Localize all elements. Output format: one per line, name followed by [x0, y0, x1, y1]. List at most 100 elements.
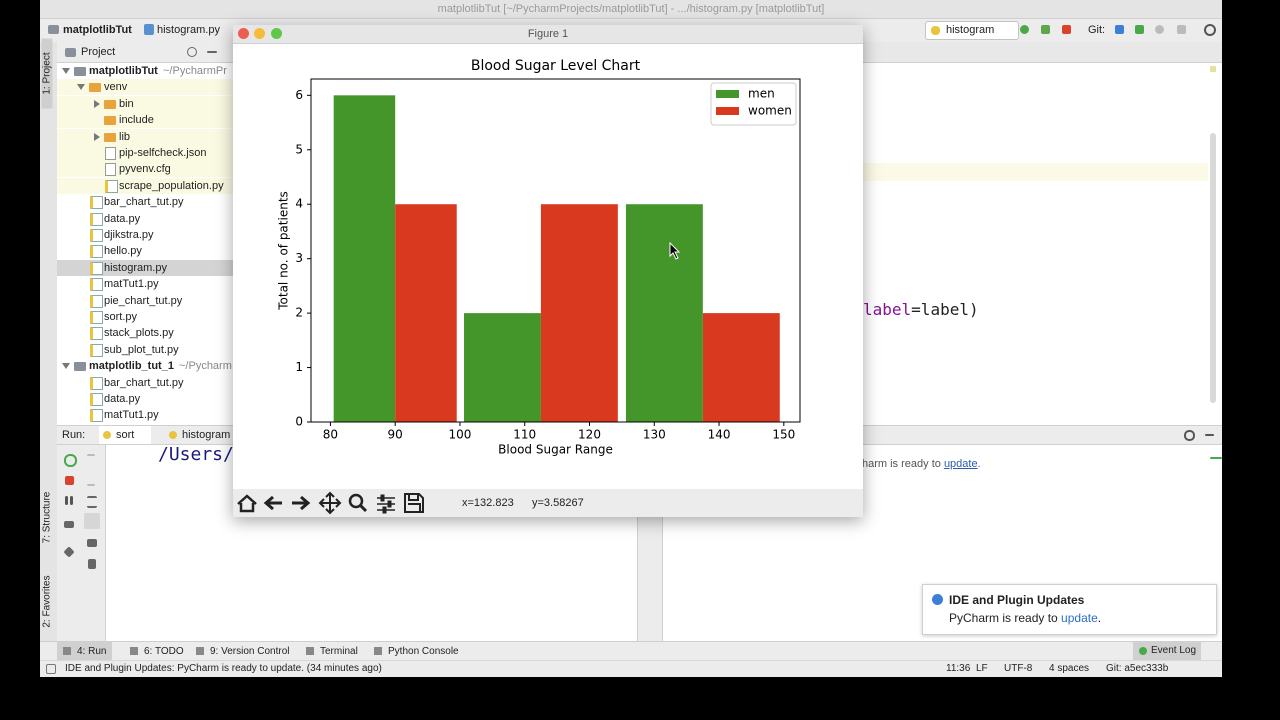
up-button[interactable] — [87, 454, 95, 464]
pause-button[interactable] — [70, 496, 73, 505]
zoom-rect-button[interactable] — [348, 493, 364, 509]
close-button[interactable] — [238, 28, 249, 39]
locate-button[interactable] — [187, 47, 197, 57]
tool-tab-label: Python Console — [388, 646, 459, 657]
layout-button[interactable] — [64, 521, 74, 528]
side-tab[interactable]: 2: Favorites — [41, 575, 53, 628]
side-tab[interactable]: 1: Project — [41, 38, 53, 109]
zoom-button[interactable] — [271, 28, 282, 39]
status-item[interactable]: 11:36 — [946, 663, 971, 674]
python-file-icon — [90, 196, 103, 210]
git-label: Git: — [1088, 24, 1106, 36]
git-update[interactable] — [1115, 25, 1124, 34]
breadcrumb[interactable]: matplotlibTut — [63, 24, 132, 36]
tree-row[interactable]: matplotlib_tut_1 ~/Pycharm — [57, 358, 240, 374]
scroll-end-button[interactable] — [84, 513, 100, 529]
tree-row[interactable]: pie_chart_tut.py — [57, 293, 240, 309]
x-tick-label: 100 — [449, 428, 472, 442]
y-tick-label: 2 — [295, 306, 303, 320]
clear-button[interactable] — [88, 559, 96, 569]
git-revert[interactable] — [1177, 25, 1186, 34]
tree-row[interactable]: djikstra.py — [57, 227, 240, 243]
run-tab[interactable]: sort — [99, 426, 151, 444]
hide-button[interactable] — [1205, 434, 1214, 436]
tree-row[interactable]: data.py — [57, 211, 240, 227]
bar — [395, 204, 457, 422]
tool-tab[interactable]: 6: TODO — [124, 642, 190, 660]
notification-text: PyCharm is ready to — [949, 611, 1058, 625]
cursor-y: y=3.58267 — [532, 497, 584, 509]
figure-title: Figure 1 — [527, 28, 569, 40]
status-item[interactable]: UTF-8 — [1004, 663, 1033, 674]
tree-row[interactable]: bar_chart_tut.py — [57, 375, 240, 391]
notification[interactable]: IDE and Plugin Updates PyCharm is ready … — [922, 584, 1217, 635]
panel-title[interactable]: Project — [81, 46, 116, 58]
tree-row[interactable]: sort.py — [57, 309, 240, 325]
event-log-tab[interactable]: Event Log — [1133, 642, 1201, 660]
event-end: . — [977, 458, 981, 470]
run-tab[interactable]: histogram — [165, 426, 245, 444]
collapse-button[interactable] — [207, 51, 217, 53]
stop-button[interactable] — [65, 476, 74, 485]
print-button[interactable] — [87, 539, 97, 547]
tree-row[interactable]: hello.py — [57, 243, 240, 259]
tree-row[interactable]: lib — [57, 128, 240, 145]
tree-label: matplotlibTut — [89, 65, 158, 77]
tool-tab[interactable]: Terminal — [300, 642, 364, 660]
side-tab[interactable]: 7: Structure — [41, 491, 53, 544]
status-item[interactable]: Git: a5ec333b — [1106, 663, 1169, 674]
run-button[interactable] — [1020, 25, 1029, 34]
event-message: harm is ready to update. — [862, 458, 981, 470]
event-link[interactable]: update — [943, 458, 978, 470]
tree-hint: ~/PycharmPr — [163, 65, 227, 77]
project-panel: Project matplotlibTut ~/PycharmPr venv bin i… — [57, 42, 241, 425]
tree-row[interactable]: stack_plots.py — [57, 325, 240, 341]
tool-tab[interactable]: Python Console — [368, 642, 465, 660]
down-button[interactable] — [87, 476, 95, 486]
pause-button[interactable] — [65, 496, 68, 505]
wrap-button[interactable] — [87, 496, 97, 508]
tree-row[interactable]: scrape_population.py — [57, 177, 240, 194]
tree-row[interactable]: matTut1.py — [57, 407, 240, 423]
tool-tab[interactable]: 4: Run — [57, 642, 113, 660]
tree-row[interactable]: pyvenv.cfg — [57, 161, 240, 178]
tree-label: pip-selfcheck.json — [119, 147, 207, 159]
settings-button[interactable] — [1184, 430, 1195, 441]
tree-row[interactable]: histogram.py — [57, 259, 240, 276]
stop-button[interactable] — [1062, 25, 1071, 34]
home-button[interactable] — [237, 494, 257, 513]
rerun-button[interactable] — [64, 454, 77, 467]
notification-link[interactable]: update — [1061, 611, 1098, 625]
scrollbar[interactable] — [1210, 133, 1216, 403]
tree-row[interactable]: sub_plot_tut.py — [57, 342, 240, 358]
run-config[interactable]: histogram — [925, 21, 1019, 40]
back-button[interactable] — [263, 495, 282, 511]
minimize-button[interactable] — [254, 28, 265, 39]
forward-button[interactable] — [292, 495, 311, 511]
breadcrumb[interactable]: histogram.py — [157, 24, 220, 36]
save-button[interactable] — [404, 493, 424, 513]
tree-row[interactable]: matplotlibTut ~/PycharmPr — [57, 63, 240, 79]
tree-row[interactable]: venv — [57, 79, 240, 96]
git-commit[interactable] — [1135, 25, 1144, 34]
legend-swatch — [716, 90, 739, 98]
x-tick-label: 150 — [772, 428, 795, 442]
title-bar: matplotlibTut [~/PycharmProjects/matplot… — [40, 0, 1222, 19]
tree-row[interactable]: include — [57, 112, 240, 129]
status-item[interactable]: 4 spaces — [1049, 663, 1090, 674]
tool-tab-icon — [63, 647, 71, 655]
pan-button[interactable] — [318, 491, 342, 515]
tree-row[interactable]: bin — [57, 95, 240, 112]
debug-button[interactable] — [1041, 25, 1050, 34]
search-button[interactable] — [1204, 24, 1216, 36]
tree-row[interactable]: data.py — [57, 391, 240, 407]
status-item[interactable]: LF — [976, 663, 988, 674]
pin-button[interactable] — [63, 546, 75, 558]
tree-row[interactable]: pip-selfcheck.json — [57, 145, 240, 161]
tree-row[interactable]: bar_chart_tut.py — [57, 194, 240, 210]
python-file-icon — [90, 393, 103, 406]
tool-tab[interactable]: 9: Version Control — [190, 642, 296, 660]
y-tick-label: 4 — [295, 197, 303, 211]
tree-row[interactable]: matTut1.py — [57, 276, 240, 292]
git-history[interactable] — [1155, 25, 1164, 34]
